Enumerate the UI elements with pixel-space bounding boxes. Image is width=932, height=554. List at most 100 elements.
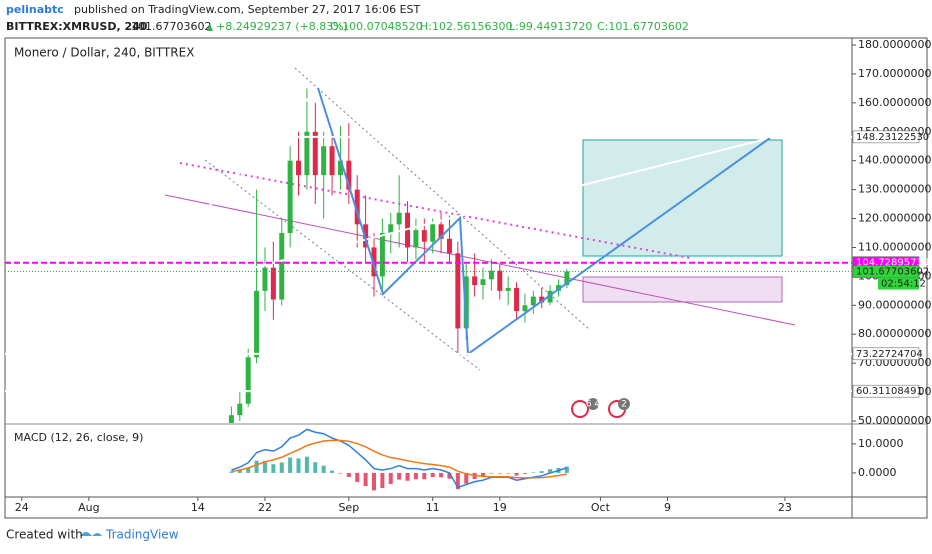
last-price: 101.67703602 [131, 20, 211, 33]
macd-hist [422, 472, 427, 480]
author[interactable]: pelinabtc [6, 3, 64, 16]
macd-hist [346, 472, 351, 477]
macd-hist [413, 472, 418, 480]
candle-body [555, 285, 561, 291]
macd-hist [371, 472, 376, 491]
macd-hist [514, 472, 519, 476]
candle-body [245, 357, 251, 404]
footer-text: Created with [6, 528, 83, 542]
price-label: 60.31108491 [856, 386, 923, 397]
candle-body [505, 287, 511, 291]
x-tick-label: Oct [591, 501, 611, 514]
x-tick-label: 22 [258, 501, 272, 514]
candle-body [421, 230, 427, 242]
macd-hist [531, 472, 536, 473]
signal-line [231, 439, 567, 479]
price-label: 73.22724704 [856, 349, 923, 360]
candle-body [237, 403, 243, 416]
macd-hist [304, 456, 309, 473]
macd-y-tick-label: 0.0000 [858, 466, 897, 479]
y-tick-label: 80.00000000 [858, 327, 931, 340]
candle-body [530, 296, 536, 306]
candle-body [388, 224, 394, 233]
candle-body [321, 146, 327, 176]
candle-body [379, 233, 385, 277]
target-box [582, 139, 783, 257]
candle-body [497, 270, 503, 291]
candle-body [337, 160, 343, 176]
candle-body [438, 224, 444, 239]
candle-body [463, 276, 469, 329]
macd-pane [229, 428, 569, 491]
footer-brand[interactable]: TradingView [105, 528, 179, 542]
macd-hist [430, 472, 435, 477]
x-tick-label: 23 [778, 501, 792, 514]
y-tick-label: 160.00000000 [858, 96, 932, 109]
candle-body [346, 160, 352, 190]
logo [80, 532, 102, 536]
macd-hist [481, 472, 486, 477]
macd-line [231, 428, 568, 489]
low: L:99.44913720 [509, 20, 592, 33]
macd-hist [506, 472, 511, 474]
stop-box [582, 276, 783, 303]
macd-title: MACD (12, 26, close, 9) [14, 431, 143, 444]
macd-hist [262, 460, 267, 473]
trend-line [179, 162, 691, 259]
price-label-box [852, 384, 920, 398]
event-badge [618, 398, 630, 410]
macd-hist [229, 471, 234, 473]
macd-hist [254, 460, 259, 473]
y-tick-label: 90.00000000 [858, 298, 931, 311]
candle-body [413, 230, 419, 248]
y-tick-label: 140.00000000 [858, 154, 932, 167]
candle-body [371, 247, 377, 277]
event-icon[interactable] [571, 400, 589, 418]
macd-hist [522, 472, 527, 474]
channel-line [294, 67, 591, 331]
macd-hist [279, 462, 284, 473]
candle-body [312, 131, 318, 176]
y-tick-label: 180.00000000 [858, 38, 932, 51]
y-tick-label: 110.00000000 [858, 240, 932, 253]
x-tick-label: 14 [191, 501, 205, 514]
macd-hist [489, 472, 494, 474]
event-badge [587, 398, 599, 410]
candle-body [262, 267, 268, 291]
candle-body [430, 224, 436, 242]
price-label: 101.67703602 [856, 267, 929, 278]
frame [4, 37, 928, 519]
x-tick-label: 9 [664, 501, 671, 514]
candle-body [480, 279, 486, 286]
macd-hist [548, 469, 553, 473]
candle-body [446, 238, 452, 254]
macd-hist [497, 472, 502, 474]
x-tick-label: Aug [78, 501, 99, 514]
close: C:101.67703602 [597, 20, 689, 33]
event-count: 2 [621, 400, 627, 410]
candle-body [296, 160, 302, 176]
macd-hist [296, 458, 301, 473]
macd-hist [397, 472, 402, 480]
x-tick-label: 11 [426, 501, 440, 514]
candle-body [396, 212, 402, 225]
macd-hist [271, 464, 276, 473]
candle-body [514, 287, 520, 312]
high: H:102.56156300 [420, 20, 512, 33]
candle-body [522, 305, 528, 312]
macd-hist [564, 466, 569, 473]
macd-hist [439, 472, 444, 478]
macd-hist [313, 462, 318, 473]
macd-hist [405, 472, 410, 481]
candle-body [547, 290, 553, 303]
countdown: 02:54:12 [881, 279, 926, 290]
macd-hist [380, 472, 385, 489]
event-icons: 6 4 2 [571, 398, 630, 418]
candle-body [488, 270, 494, 280]
change: +8.24929237 (+8.83%) [216, 20, 348, 33]
macd-hist [237, 470, 242, 473]
macd-hist [330, 470, 335, 473]
candle-body [287, 160, 293, 233]
